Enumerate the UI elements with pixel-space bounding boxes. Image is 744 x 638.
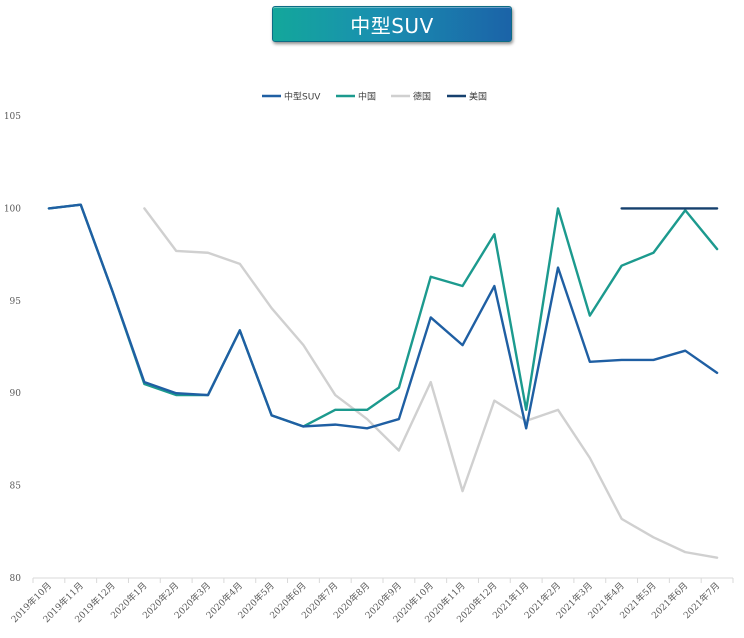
series-lines (47, 203, 719, 559)
legend-label: 中国 (358, 91, 376, 103)
series-1-line (47, 203, 719, 428)
y-tick-label: 90 (10, 389, 22, 399)
legend-label: 中型SUV (284, 91, 321, 103)
y-axis: 80 85 90 95 100 105 (4, 112, 21, 584)
legend-label: 美国 (469, 91, 487, 103)
y-tick-label: 105 (4, 112, 21, 122)
chart-title-badge: 中型SUV (272, 6, 512, 42)
legend-label: 德国 (413, 91, 431, 103)
chart-legend: 中型SUV 中国 德国 美国 (262, 91, 487, 103)
x-axis: 2019年10月2019年11月2019年12月2020年1月2020年2月20… (9, 577, 734, 625)
chart-title: 中型SUV (350, 13, 434, 38)
y-tick-label: 100 (4, 204, 21, 214)
y-tick-label: 80 (10, 574, 22, 584)
series-0-line (47, 203, 719, 430)
y-tick-label: 95 (10, 297, 22, 307)
series-2-line (143, 207, 719, 559)
y-tick-label: 85 (10, 482, 22, 492)
